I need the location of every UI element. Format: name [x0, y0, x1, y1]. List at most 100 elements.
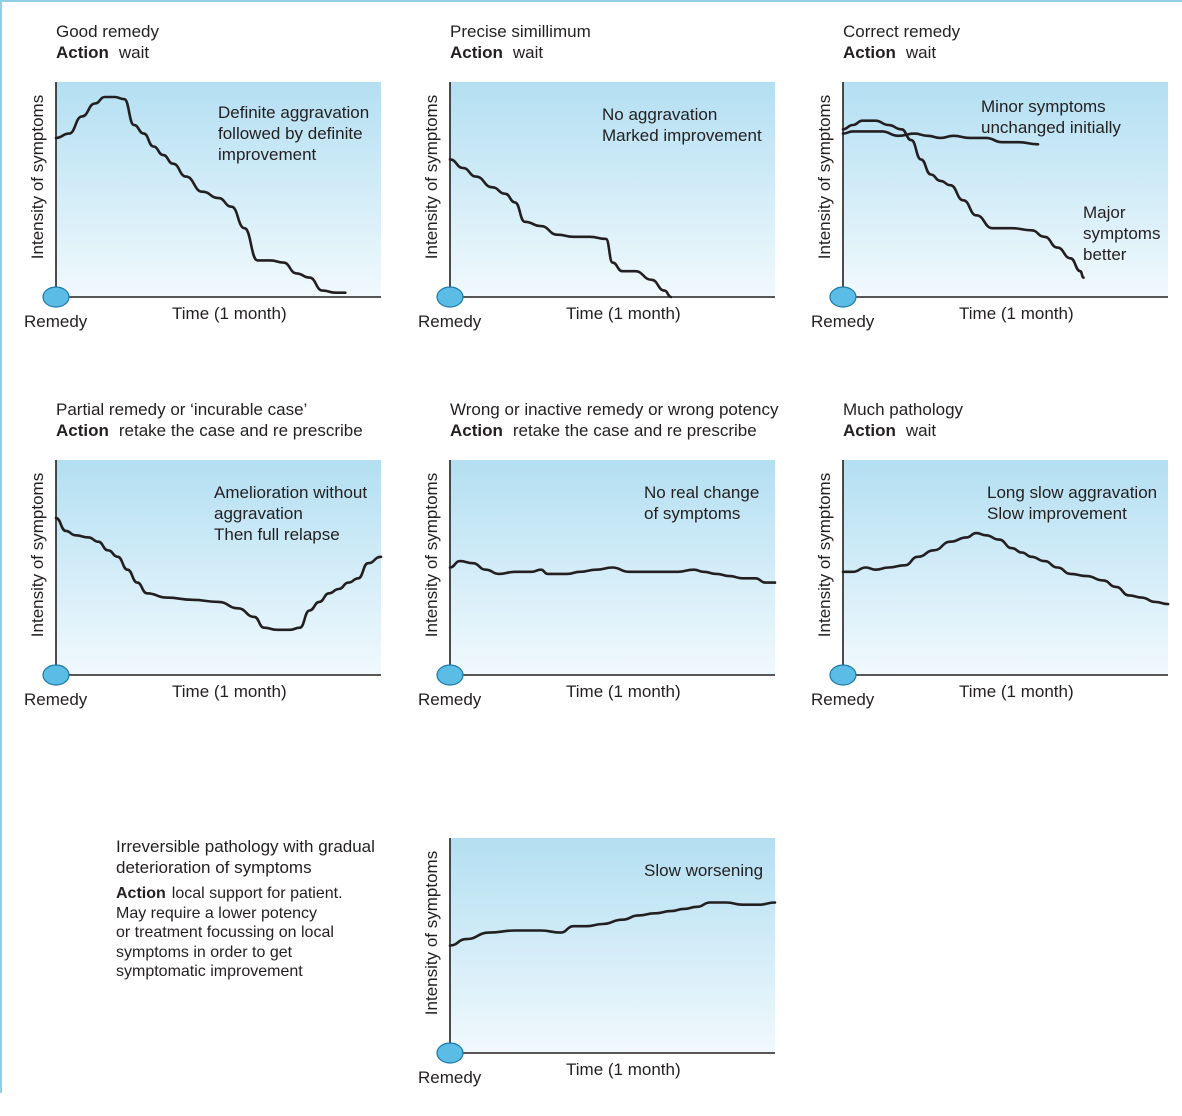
- annotation-line: Long slow aggravation: [987, 483, 1158, 502]
- annotation: No aggravation Marked improvement: [602, 104, 762, 146]
- side-action-text: symptomatic improvement: [116, 963, 303, 980]
- action-text: wait: [905, 421, 937, 440]
- panel-title: Good remedy: [56, 22, 159, 41]
- x-axis-label: Time (1 month): [959, 682, 1074, 701]
- remedy-label: Remedy: [24, 312, 88, 331]
- chart-panel-much-pathology: Much pathology Action wait Intensity of sym…: [787, 378, 1177, 738]
- chart-svg-wrong-remedy: [436, 460, 777, 686]
- irreversible-pathology-title: Irreversible pathology with gradual dete…: [116, 836, 396, 878]
- y-axis-label: Intensity of symptoms: [422, 850, 441, 1016]
- action-text: wait: [905, 43, 937, 62]
- side-action-text: local support for patient.: [171, 885, 343, 902]
- x-axis-label: Time (1 month): [172, 304, 287, 323]
- action-text: wait: [118, 43, 150, 62]
- panel-action: Action retake the case and re prescribe: [450, 420, 757, 441]
- action-text: retake the case and re prescribe: [512, 421, 757, 440]
- panel-action: Action wait: [843, 420, 936, 441]
- action-word: Action: [450, 421, 503, 440]
- annotation-line: Slow improvement: [987, 504, 1127, 523]
- panel-action: Action wait: [450, 42, 543, 63]
- chart-svg-good-remedy: [42, 82, 381, 308]
- annotation: Definite aggravation followed by definite…: [218, 102, 369, 165]
- annotation: Slow worsening: [644, 860, 763, 881]
- action-word: Action: [843, 43, 896, 62]
- series-line-1: [841, 130, 1040, 146]
- panel-title: Correct remedy: [843, 22, 961, 41]
- annotation-line: followed by definite: [218, 124, 363, 143]
- x-axis-label: Time (1 month): [566, 304, 681, 323]
- figure-frame: [0, 0, 1182, 1093]
- side-action-text: May require a lower potency: [116, 904, 317, 922]
- remedy-label: Remedy: [418, 690, 482, 709]
- panel-action: Action retake the case and re prescribe: [56, 420, 363, 441]
- chart-panel-good-remedy: Good remedy Action wait Intensity of sympto…: [0, 0, 390, 360]
- annotation-line: better: [1083, 245, 1127, 264]
- series-line-1: [448, 901, 777, 947]
- annotation-line: improvement: [218, 145, 317, 164]
- side-title-line: deterioration of symptoms: [116, 858, 312, 877]
- remedy-label: Remedy: [24, 690, 88, 709]
- action-text: retake the case and re prescribe: [118, 421, 363, 440]
- action-word: Action: [116, 885, 166, 902]
- remedy-label: Remedy: [811, 690, 875, 709]
- plot-area: [843, 82, 1168, 297]
- plot-area: [450, 82, 775, 297]
- annotation: No real change of symptoms: [644, 482, 759, 524]
- annotation-line: of symptoms: [644, 504, 741, 523]
- action-word: Action: [450, 43, 503, 62]
- remedy-dot-icon: [829, 664, 857, 686]
- remedy-dot-icon: [436, 286, 464, 308]
- side-action-line: Action local support for patient.: [116, 884, 396, 904]
- annotation-line: Major: [1083, 203, 1126, 222]
- annotation-line: No real change: [644, 483, 760, 502]
- y-axis-label: Intensity of symptoms: [815, 472, 834, 638]
- chart-svg-irreversible-pathology: [436, 838, 777, 1064]
- panel-action: Action wait: [843, 42, 936, 63]
- series-line-1: [54, 95, 347, 295]
- y-axis-label: Intensity of symptoms: [422, 94, 441, 260]
- series-line-2: [841, 119, 1085, 279]
- x-axis-label: Time (1 month): [172, 682, 287, 701]
- panel-action: Action wait: [56, 42, 149, 63]
- side-title-line: Irreversible pathology with gradual: [116, 837, 375, 856]
- side-action-text: symptoms in order to get: [116, 943, 293, 961]
- remedy-dot-icon: [42, 664, 70, 686]
- remedy-dot-icon: [42, 286, 70, 308]
- remedy-label: Remedy: [418, 312, 482, 331]
- remedy-dot-icon: [436, 1042, 464, 1064]
- action-word: Action: [843, 421, 896, 440]
- annotation-line: Minor symptoms: [981, 97, 1106, 116]
- panel-title: Precise simillimum: [450, 22, 591, 41]
- panel-title: Partial remedy or ‘incurable case’: [56, 400, 308, 419]
- chart-panel-correct-remedy: Correct remedy Action wait Intensity of sym…: [787, 0, 1177, 360]
- series-line-1: [448, 158, 673, 299]
- chart-panel-irreversible-pathology: Intensity of symptoms Time (1 month) Remed…: [394, 756, 784, 1116]
- panel-title: Much pathology: [843, 400, 964, 419]
- annotation-line: Slow worsening: [644, 861, 764, 880]
- x-axis-label: Time (1 month): [566, 1060, 681, 1079]
- side-action-text: or treatment focussing on local: [116, 924, 334, 941]
- annotation: Major symptoms better: [1083, 202, 1160, 265]
- chart-panel-partial-remedy: Partial remedy or ‘incurable case’ Action…: [0, 378, 390, 738]
- annotation-line: Marked improvement: [602, 126, 762, 145]
- chart-svg-partial-remedy: [42, 460, 383, 686]
- y-axis-label: Intensity of symptoms: [28, 472, 47, 638]
- annotation-line: Amelioration without: [214, 483, 368, 502]
- annotation-line: unchanged initially: [981, 118, 1121, 137]
- annotation: Minor symptoms unchanged initially: [981, 96, 1121, 138]
- y-axis-label: Intensity of symptoms: [422, 472, 441, 638]
- chart-panel-precise-simillimum: Precise simillimum Action wait Intensity of…: [394, 0, 784, 360]
- annotation: Amelioration without aggravation Then full…: [214, 482, 367, 545]
- remedy-label: Remedy: [418, 1068, 482, 1087]
- annotation-line: Definite aggravation: [218, 103, 370, 122]
- irreversible-pathology-description: Irreversible pathology with gradual dete…: [116, 836, 396, 982]
- plot-area: [450, 838, 775, 1053]
- annotation-line: No aggravation: [602, 105, 718, 124]
- y-axis-label: Intensity of symptoms: [815, 94, 834, 260]
- x-axis-label: Time (1 month): [959, 304, 1074, 323]
- plot-area: [56, 82, 381, 297]
- y-axis-label: Intensity of symptoms: [28, 94, 47, 260]
- chart-svg-correct-remedy: [829, 82, 1168, 308]
- panel-title: Wrong or inactive remedy or wrong potenc…: [450, 400, 779, 419]
- remedy-dot-icon: [829, 286, 857, 308]
